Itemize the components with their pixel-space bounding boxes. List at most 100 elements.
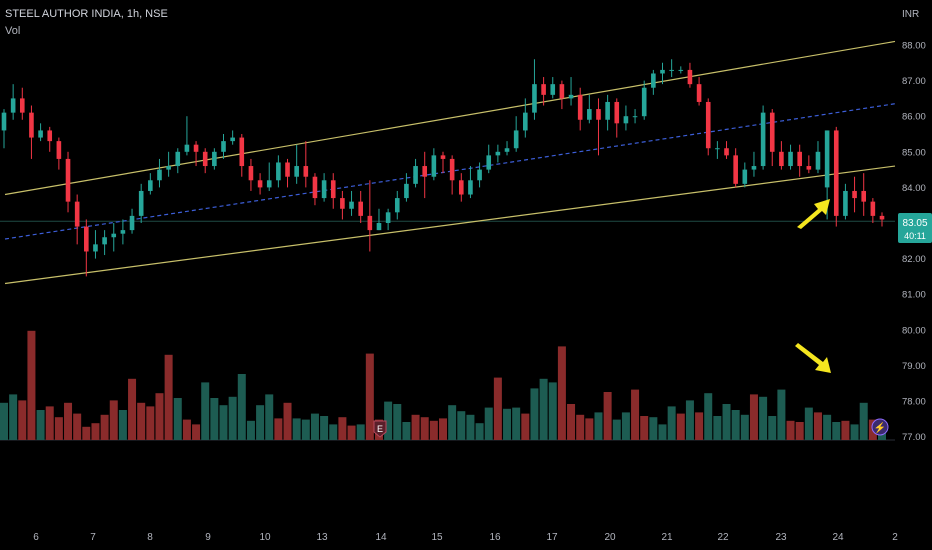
candle[interactable]: [641, 80, 647, 120]
candle[interactable]: [687, 62, 693, 88]
candle[interactable]: [532, 59, 537, 120]
candle[interactable]: [523, 98, 528, 138]
candle[interactable]: [833, 126, 839, 227]
candle[interactable]: [468, 166, 473, 199]
candle[interactable]: [74, 194, 80, 245]
candle[interactable]: [212, 148, 217, 170]
candle[interactable]: [166, 151, 171, 177]
candle[interactable]: [861, 173, 867, 216]
candle[interactable]: [376, 208, 382, 231]
candle[interactable]: [733, 148, 738, 188]
candle[interactable]: [321, 173, 327, 202]
candle[interactable]: [596, 98, 601, 156]
candle[interactable]: [404, 173, 409, 202]
candle[interactable]: [422, 151, 428, 199]
candle[interactable]: [257, 173, 263, 195]
candle[interactable]: [175, 148, 181, 174]
candle[interactable]: [10, 84, 16, 120]
candle[interactable]: [724, 141, 729, 159]
candle[interactable]: [431, 148, 437, 181]
candle[interactable]: [394, 190, 400, 220]
candle[interactable]: [568, 77, 574, 106]
candle[interactable]: [202, 148, 208, 174]
candle[interactable]: [559, 80, 565, 110]
candle[interactable]: [614, 98, 620, 138]
candle[interactable]: [495, 144, 501, 163]
candle[interactable]: [330, 173, 336, 209]
candle[interactable]: [852, 176, 857, 213]
candle[interactable]: [129, 208, 135, 234]
candle[interactable]: [120, 219, 126, 245]
candle[interactable]: [779, 141, 784, 170]
candle[interactable]: [230, 130, 235, 145]
candle[interactable]: [102, 230, 107, 256]
candle[interactable]: [769, 109, 775, 167]
candle[interactable]: [605, 94, 610, 131]
candle[interactable]: [577, 87, 583, 131]
candle[interactable]: [440, 151, 446, 174]
candle[interactable]: [56, 137, 62, 170]
channel-lower-line[interactable]: [4, 165, 896, 285]
candle[interactable]: [458, 173, 464, 202]
split-marker[interactable]: ⚡: [871, 418, 889, 436]
candle[interactable]: [148, 173, 153, 195]
candle[interactable]: [19, 87, 25, 120]
candle[interactable]: [340, 190, 345, 220]
candle[interactable]: [38, 123, 43, 142]
candle[interactable]: [797, 144, 802, 177]
candle[interactable]: [587, 94, 592, 124]
candle[interactable]: [193, 141, 199, 167]
candle[interactable]: [705, 98, 711, 156]
candle[interactable]: [879, 212, 885, 227]
candle[interactable]: [669, 59, 674, 78]
candle[interactable]: [678, 66, 684, 74]
candle[interactable]: [696, 77, 702, 106]
candle[interactable]: [870, 198, 876, 223]
candle[interactable]: [221, 134, 226, 159]
candle[interactable]: [111, 223, 117, 252]
symbol-title[interactable]: STEEL AUTHOR INDIA, 1h, NSE: [5, 8, 168, 20]
candle[interactable]: [266, 162, 272, 191]
candle[interactable]: [248, 158, 254, 191]
candle[interactable]: [349, 190, 354, 216]
candle[interactable]: [367, 180, 373, 252]
candle[interactable]: [486, 144, 492, 174]
candle[interactable]: [541, 77, 546, 106]
candle[interactable]: [65, 151, 71, 213]
candle[interactable]: [303, 141, 309, 188]
candle[interactable]: [285, 158, 290, 188]
candle[interactable]: [660, 62, 665, 85]
candle[interactable]: [623, 105, 629, 131]
candle[interactable]: [312, 173, 318, 206]
candle[interactable]: [294, 144, 299, 184]
candle[interactable]: [806, 155, 812, 174]
candle[interactable]: [843, 183, 848, 220]
candle[interactable]: [385, 208, 391, 231]
candle[interactable]: [751, 151, 757, 177]
candle[interactable]: [239, 134, 245, 177]
candle[interactable]: [651, 69, 656, 95]
candle[interactable]: [760, 105, 766, 170]
candle[interactable]: [157, 158, 162, 188]
candle[interactable]: [477, 162, 482, 188]
candle[interactable]: [504, 141, 510, 156]
candle[interactable]: [715, 141, 720, 159]
candle[interactable]: [513, 116, 519, 152]
candle[interactable]: [449, 155, 455, 195]
candle[interactable]: [550, 77, 556, 99]
candle[interactable]: [93, 230, 98, 259]
volume-indicator-label[interactable]: Vol: [5, 25, 20, 37]
candle[interactable]: [29, 105, 34, 159]
candle[interactable]: [47, 126, 53, 152]
candle[interactable]: [788, 144, 793, 170]
candle[interactable]: [815, 141, 821, 174]
candle[interactable]: [358, 190, 363, 223]
candle[interactable]: [413, 158, 418, 188]
candle[interactable]: [184, 116, 190, 156]
candle[interactable]: [742, 162, 748, 188]
candle[interactable]: [138, 183, 144, 223]
earnings-marker[interactable]: E: [373, 420, 387, 438]
candle[interactable]: [1, 109, 7, 149]
candle[interactable]: [632, 109, 638, 124]
